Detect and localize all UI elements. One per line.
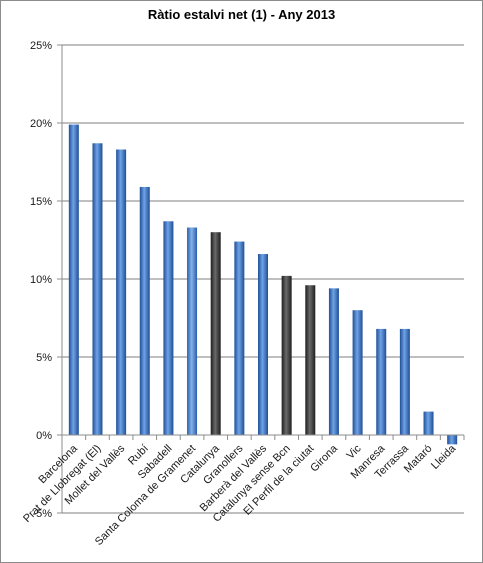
y-tick-label: 0% xyxy=(36,430,52,442)
bar xyxy=(305,285,316,435)
x-tick-label: Vic xyxy=(345,442,365,462)
y-tick-label: 5% xyxy=(36,352,52,364)
bar xyxy=(234,241,245,435)
bar xyxy=(447,435,458,445)
bar xyxy=(399,328,410,435)
bar xyxy=(352,310,363,435)
x-tick-label: Girona xyxy=(308,442,340,474)
bar xyxy=(68,124,79,435)
y-tick-label: 20% xyxy=(30,118,52,130)
bar xyxy=(376,328,387,435)
chart-title: Ràtio estalvi net (1) - Any 2013 xyxy=(147,7,336,22)
bar xyxy=(423,411,434,435)
y-tick-label: 10% xyxy=(30,274,52,286)
bar xyxy=(139,186,150,435)
bar xyxy=(163,221,174,435)
y-tick-label: -5% xyxy=(32,508,52,520)
bar xyxy=(116,149,127,435)
bar xyxy=(258,254,268,435)
x-tick-label: Lleida xyxy=(429,442,459,472)
y-tick-label: 25% xyxy=(30,40,52,52)
bar xyxy=(281,275,292,435)
bar xyxy=(210,232,221,435)
bar xyxy=(92,143,103,435)
y-tick-label: 15% xyxy=(30,196,52,208)
bar xyxy=(187,227,198,435)
bar xyxy=(328,288,339,435)
